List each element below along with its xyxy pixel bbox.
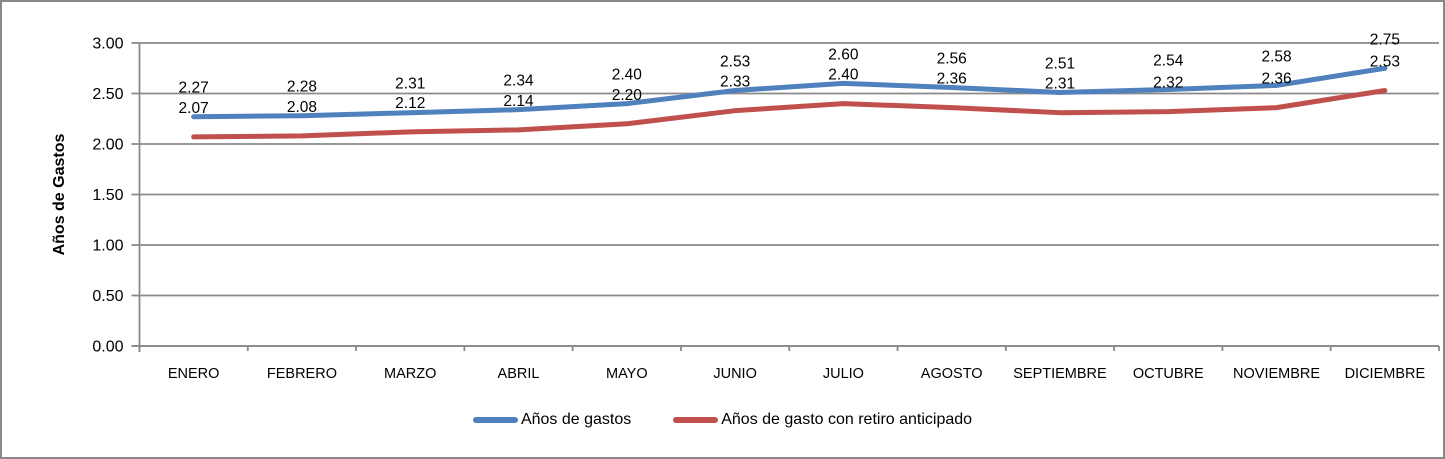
y-tick-label: 1.50 bbox=[92, 187, 123, 204]
data-label: 2.33 bbox=[720, 74, 750, 91]
data-label: 2.34 bbox=[503, 73, 534, 90]
legend-label: Años de gastos bbox=[520, 411, 632, 428]
category-label: SEPTIEMBRE bbox=[1013, 366, 1107, 382]
y-axis-title: Años de Gastos bbox=[51, 134, 68, 256]
legend-swatch bbox=[673, 417, 719, 423]
data-label: 2.07 bbox=[179, 100, 209, 117]
data-label: 2.32 bbox=[1153, 75, 1183, 92]
data-label: 2.51 bbox=[1045, 55, 1075, 72]
category-label: JUNIO bbox=[713, 366, 757, 382]
y-tick-label: 1.00 bbox=[92, 238, 123, 255]
y-tick-label: 0.50 bbox=[92, 288, 123, 305]
data-label: 2.40 bbox=[612, 67, 643, 84]
data-label: 2.53 bbox=[1370, 53, 1400, 70]
data-label: 2.53 bbox=[720, 53, 750, 70]
data-label: 2.75 bbox=[1370, 31, 1400, 48]
y-tick-label: 3.00 bbox=[92, 36, 123, 53]
series-line-0 bbox=[191, 65, 1388, 120]
category-label: AGOSTO bbox=[921, 366, 983, 382]
data-label: 2.14 bbox=[503, 93, 534, 110]
legend: Años de gastos Años de gasto con retiro … bbox=[2, 410, 1443, 430]
category-label: MARZO bbox=[384, 366, 436, 382]
data-label: 2.31 bbox=[395, 76, 425, 93]
category-label: FEBRERO bbox=[267, 366, 337, 382]
y-tick-label: 2.50 bbox=[92, 86, 123, 103]
data-label: 2.08 bbox=[287, 99, 317, 116]
category-label: DICIEMBRE bbox=[1345, 366, 1426, 382]
legend-swatch bbox=[472, 417, 518, 423]
category-label: JULIO bbox=[823, 366, 864, 382]
series-line-1 bbox=[191, 87, 1388, 140]
data-label: 2.56 bbox=[937, 50, 967, 67]
data-label: 2.20 bbox=[612, 87, 643, 104]
data-label: 2.12 bbox=[395, 95, 425, 112]
legend-item: Años de gastos bbox=[472, 410, 632, 430]
data-label: 2.36 bbox=[1261, 71, 1291, 88]
y-tick-label: 2.00 bbox=[92, 137, 123, 154]
data-label: 2.31 bbox=[1045, 76, 1075, 93]
data-label: 2.54 bbox=[1153, 52, 1184, 69]
data-label: 2.27 bbox=[179, 80, 209, 97]
legend-label: Años de gasto con retiro anticipado bbox=[721, 411, 973, 428]
category-label: OCTUBRE bbox=[1133, 366, 1204, 382]
category-label: NOVIEMBRE bbox=[1233, 366, 1320, 382]
category-label: ENERO bbox=[168, 366, 220, 382]
data-label: 2.58 bbox=[1261, 48, 1291, 65]
data-label: 2.28 bbox=[287, 79, 317, 96]
category-label: ABRIL bbox=[498, 366, 540, 382]
data-label: 2.60 bbox=[828, 46, 859, 63]
y-tick-label: 0.00 bbox=[92, 339, 123, 356]
data-label: 2.40 bbox=[828, 67, 859, 84]
category-label: MAYO bbox=[606, 366, 648, 382]
data-label: 2.36 bbox=[937, 71, 967, 88]
legend-item: Años de gasto con retiro anticipado bbox=[673, 410, 972, 430]
